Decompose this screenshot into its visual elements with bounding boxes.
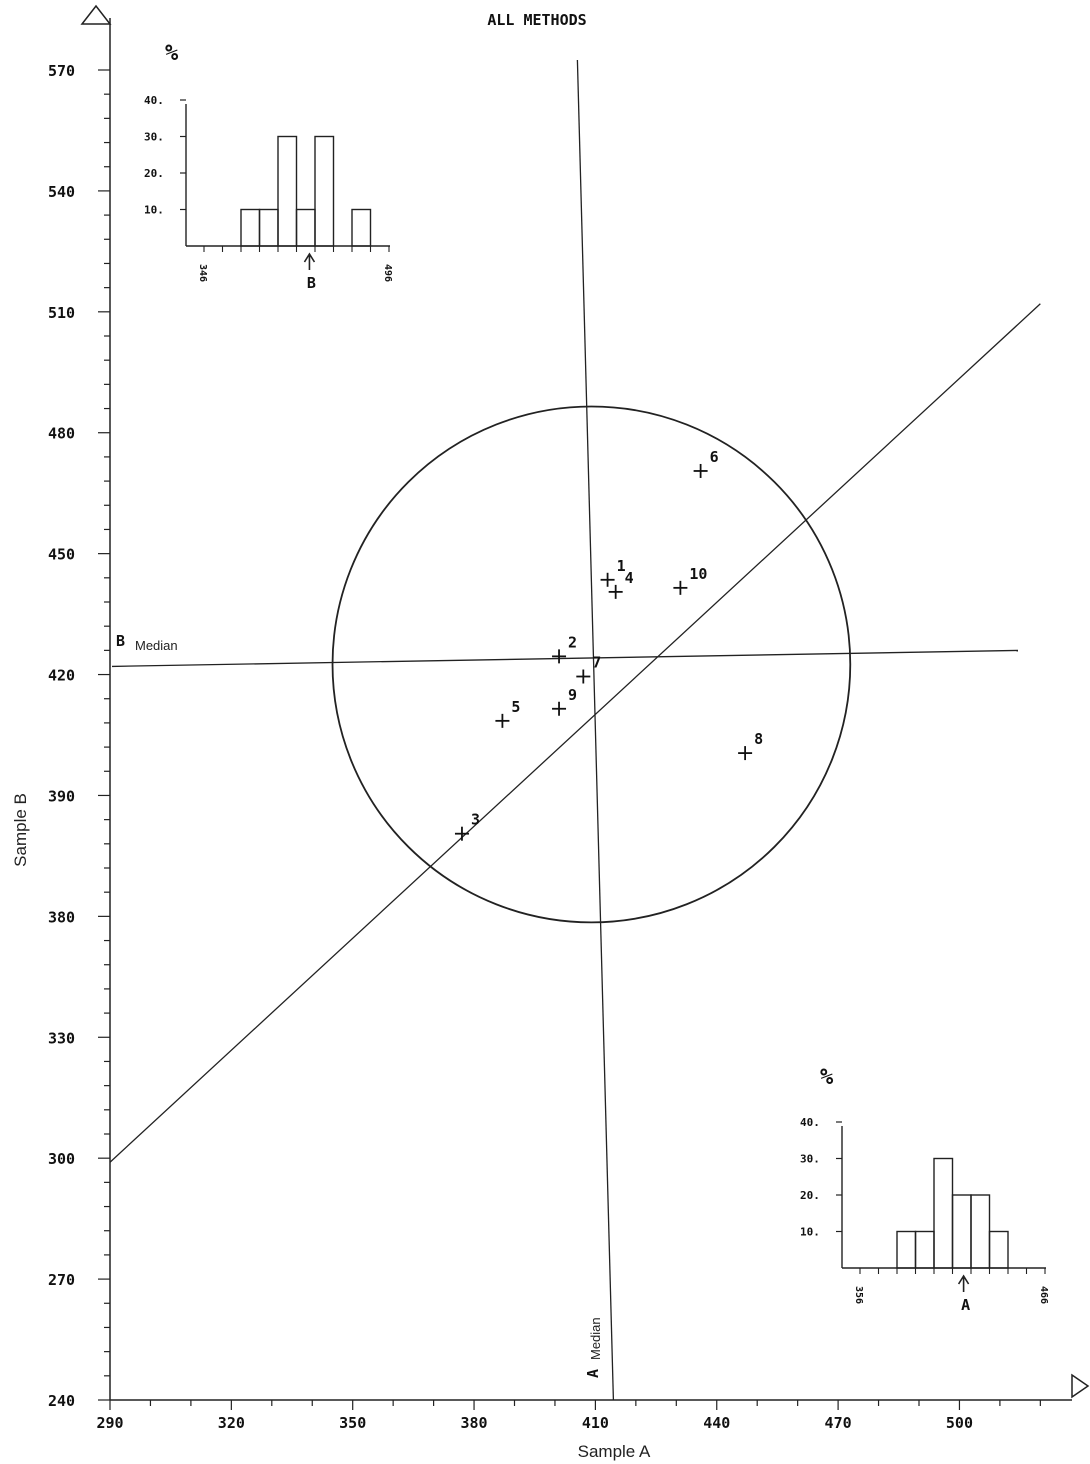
hist-bar <box>258 208 279 247</box>
y-tick-label: 480 <box>48 425 75 443</box>
y-tick-label: 450 <box>48 546 75 564</box>
median-a-sublabel: Median <box>588 1317 603 1360</box>
point-label: 2 <box>568 633 577 651</box>
hist-bar <box>988 1230 1009 1269</box>
y-tick-label: 540 <box>48 183 75 201</box>
y-tick-label: 300 <box>48 1150 75 1168</box>
hist-bar <box>951 1194 972 1269</box>
histogram-B: % 10. 20. 30. 40. 346 496 B <box>144 41 393 292</box>
data-point-3: 3 <box>454 811 480 841</box>
hist-y-tick-label: 20. <box>144 167 164 180</box>
data-point-2: 2 <box>552 633 577 664</box>
hist-y-tick-label: 30. <box>800 1153 820 1166</box>
point-label: 8 <box>754 730 763 748</box>
data-point-10: 10 <box>673 565 707 595</box>
hist-y-tick-label: 20. <box>800 1189 820 1202</box>
hist-bar <box>240 208 261 247</box>
diagonal-line <box>109 303 1041 1163</box>
point-label: 3 <box>471 811 480 829</box>
hist-x-max-label: 496 <box>382 264 393 282</box>
point-label: 9 <box>568 686 577 704</box>
x-tick-label: 500 <box>946 1414 973 1432</box>
hist-percent-label: % <box>820 1065 834 1090</box>
x-tick-label: 470 <box>825 1414 852 1432</box>
hist-bar <box>933 1157 954 1269</box>
hist-median-arrow-icon <box>303 252 316 270</box>
y-axis-label: Sample B <box>11 793 30 867</box>
hist-bar <box>970 1194 991 1269</box>
hist-y-tick-label: 30. <box>144 131 164 144</box>
data-point-7: 7 <box>576 654 601 684</box>
hist-bar <box>314 135 335 247</box>
hist-percent-label: % <box>165 41 179 66</box>
hist-bar <box>277 135 298 247</box>
x-axis-arrowhead <box>1071 1373 1090 1399</box>
x-axis-label: Sample A <box>578 1442 651 1461</box>
hist-bar <box>914 1230 935 1269</box>
y-tick-label: 420 <box>48 667 75 685</box>
y-tick-label: 390 <box>48 787 75 805</box>
hist-bar <box>351 208 372 247</box>
hist-bar <box>896 1230 917 1269</box>
hist-median-arrow-icon <box>957 1274 970 1292</box>
hist-median-label: B <box>307 274 316 292</box>
y-tick-label: 330 <box>48 1029 75 1047</box>
data-point-9: 9 <box>552 686 577 716</box>
hist-x-max-label: 466 <box>1038 1286 1049 1304</box>
data-point-8: 8 <box>738 730 763 761</box>
median-a-line <box>576 59 615 1401</box>
x-tick-label: 290 <box>96 1414 123 1432</box>
point-label: 7 <box>592 654 601 672</box>
hist-y-tick-label: 40. <box>144 94 164 107</box>
median-b-sublabel: Median <box>135 638 178 653</box>
x-tick-label: 380 <box>461 1414 488 1432</box>
confidence-circle <box>331 405 852 924</box>
chart-title: ALL METHODS <box>487 11 586 29</box>
median-b-line <box>111 649 1019 668</box>
hist-bar <box>295 208 316 247</box>
y-tick-label: 570 <box>48 62 75 80</box>
point-label: 1 <box>617 557 626 575</box>
y-tick-label: 270 <box>48 1271 75 1289</box>
hist-y-tick-label: 40. <box>800 1116 820 1129</box>
y-axis-arrowhead <box>80 4 112 25</box>
median-a-label: A <box>584 1369 602 1378</box>
hist-x-min-label: 356 <box>853 1286 864 1304</box>
x-tick-label: 410 <box>582 1414 609 1432</box>
point-label: 10 <box>689 565 707 583</box>
hist-y-tick-label: 10. <box>144 204 164 217</box>
point-label: 5 <box>511 698 520 716</box>
y-tick-label: 380 <box>48 908 75 926</box>
median-b-label: B <box>116 632 125 650</box>
hist-y-tick-label: 10. <box>800 1226 820 1239</box>
hist-x-min-label: 346 <box>197 264 208 282</box>
data-point-4: 4 <box>608 569 634 599</box>
y-tick-label: 510 <box>48 304 75 322</box>
hist-median-label: A <box>961 1296 970 1314</box>
histogram-A: % 10. 20. 30. 40. 356 466 A <box>800 1065 1049 1314</box>
x-tick-label: 350 <box>339 1414 366 1432</box>
data-point-5: 5 <box>495 698 520 728</box>
x-tick-label: 440 <box>703 1414 730 1432</box>
x-tick-label: 320 <box>218 1414 245 1432</box>
data-point-1: 1 <box>600 557 626 587</box>
point-label: 4 <box>625 569 634 587</box>
y-tick-label: 240 <box>48 1392 75 1410</box>
data-point-6: 6 <box>693 448 719 478</box>
point-label: 6 <box>710 448 719 466</box>
